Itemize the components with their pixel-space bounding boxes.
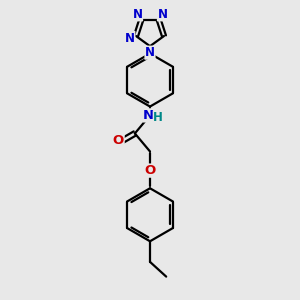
Text: N: N [133,8,142,21]
Text: N: N [158,8,167,21]
Text: H: H [153,111,163,124]
Text: N: N [143,109,154,122]
Text: O: O [113,134,124,147]
Text: O: O [144,164,156,177]
Text: N: N [145,46,155,59]
Text: N: N [125,32,135,44]
